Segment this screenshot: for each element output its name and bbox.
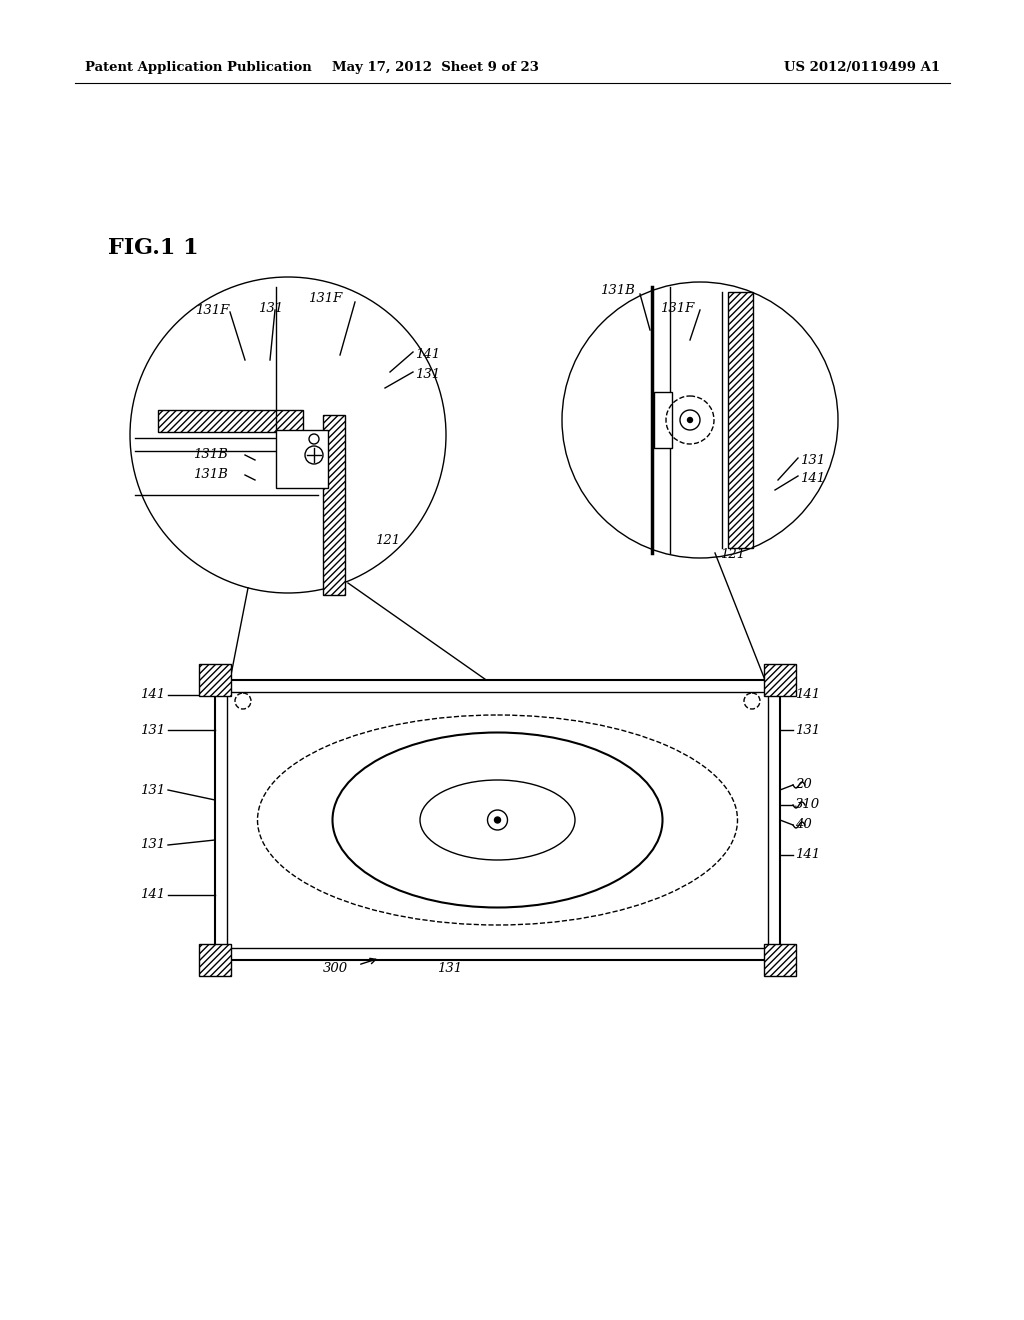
Text: 131: 131 [140,723,165,737]
Bar [215,680,780,960]
Bar [227,692,768,948]
Bar [158,411,303,432]
Bar [654,392,672,447]
Bar [728,292,753,548]
Text: 131: 131 [140,784,165,796]
Bar [764,664,796,696]
Text: 121: 121 [720,549,745,561]
Text: 310: 310 [795,799,820,812]
Bar [276,430,328,488]
Bar [199,944,231,975]
Text: 141: 141 [795,689,820,701]
Text: 131F: 131F [195,304,229,317]
Text: 141: 141 [800,471,825,484]
Text: 131: 131 [437,961,463,974]
Circle shape [687,417,692,422]
Text: 121: 121 [375,533,400,546]
Text: FIG.1 1: FIG.1 1 [108,238,199,259]
Text: 131: 131 [140,838,165,851]
Bar [764,664,796,696]
Bar [728,292,753,548]
Bar [323,414,345,595]
Text: 141: 141 [795,849,820,862]
Text: 131B: 131B [600,284,635,297]
Bar [199,944,231,975]
Text: May 17, 2012  Sheet 9 of 23: May 17, 2012 Sheet 9 of 23 [332,62,539,74]
Text: 131: 131 [800,454,825,466]
Bar [323,414,345,595]
Text: 131: 131 [415,368,440,381]
Text: 20: 20 [795,779,812,792]
Text: 131F: 131F [660,301,694,314]
Text: Patent Application Publication: Patent Application Publication [85,62,311,74]
Bar [764,944,796,975]
Text: US 2012/0119499 A1: US 2012/0119499 A1 [784,62,940,74]
Text: 141: 141 [415,348,440,362]
Text: 300: 300 [323,961,348,974]
Ellipse shape [420,780,575,861]
Bar [158,411,303,432]
Bar [199,664,231,696]
Bar [199,664,231,696]
Text: 141: 141 [140,689,165,701]
Ellipse shape [333,733,663,908]
Text: 131: 131 [258,301,283,314]
Text: 40: 40 [795,818,812,832]
Bar [764,944,796,975]
Text: 131F: 131F [308,292,342,305]
Text: 131B: 131B [193,449,228,462]
Text: 131: 131 [795,723,820,737]
Circle shape [495,817,501,822]
Text: 131B: 131B [193,469,228,482]
Text: 141: 141 [140,888,165,902]
